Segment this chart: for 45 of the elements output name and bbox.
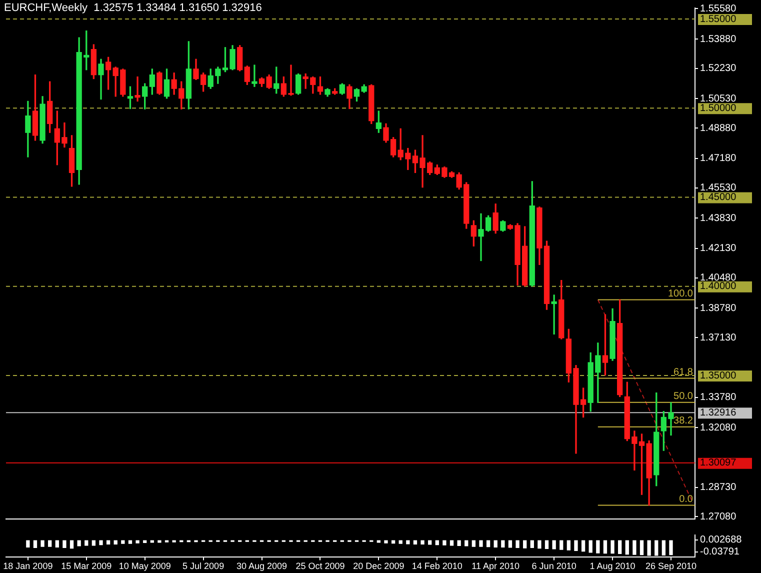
y-tick-label: 1.28730 <box>700 482 737 494</box>
y-tick-label: 1.45530 <box>700 182 737 194</box>
y-tick-label: 1.48880 <box>700 122 737 134</box>
x-tick-label: 25 Oct 2009 <box>296 561 345 572</box>
ref-line-label: 1.45000 <box>700 192 737 204</box>
series-label: 0.0 <box>679 494 694 506</box>
x-tick-label: 14 Feb 2010 <box>412 561 462 572</box>
y-tick-label: 1.42130 <box>700 243 737 254</box>
ref-line-label: 1.32916 <box>700 407 737 418</box>
y-tick-label: 1.50530 <box>700 93 737 104</box>
y-tick-label: -0.03791 <box>700 546 740 558</box>
series-label: 61.8 <box>674 366 694 378</box>
y-tick-label: 1.37130 <box>700 332 737 344</box>
y-tick-label: 1.47180 <box>700 153 737 164</box>
ref-line-label: 1.55000 <box>700 14 737 25</box>
ref-line-label: 1.50000 <box>700 102 737 114</box>
x-tick-label: 15 Mar 2009 <box>61 561 112 572</box>
y-tick-label: 1.53880 <box>700 34 737 45</box>
y-tick-label: 1.38780 <box>700 302 737 314</box>
x-tick-label: 6 Jun 2010 <box>532 561 576 572</box>
y-tick-label: 1.55580 <box>700 3 737 14</box>
chart-title: EURCHF,Weekly 1.32575 1.33484 1.31650 1.32916 <box>4 2 262 14</box>
y-tick-label: 1.43830 <box>700 212 737 224</box>
y-tick-label: 0.002688 <box>700 534 742 546</box>
candlestick <box>551 294 557 334</box>
x-tick-label: 11 Apr 2010 <box>472 561 520 572</box>
series-label: 50.0 <box>674 391 694 402</box>
x-tick-label: 20 Dec 2009 <box>353 561 404 572</box>
y-tick-label: 1.27080 <box>700 511 737 522</box>
x-tick-label: 26 Sep 2010 <box>645 561 697 572</box>
y-tick-label: 1.52230 <box>700 63 737 74</box>
ref-line-label: 1.40000 <box>700 281 737 292</box>
series-label: 38.2 <box>674 416 694 427</box>
x-tick-label: 5 Jul 2009 <box>182 561 224 572</box>
ref-line-label: 1.30097 <box>700 458 737 469</box>
x-tick-label: 10 May 2009 <box>118 561 171 572</box>
series-label: 100.0 <box>668 288 694 300</box>
x-tick-label: 18 Jan 2009 <box>3 561 53 572</box>
y-tick-label: 1.32080 <box>700 422 737 434</box>
x-tick-label: 30 Aug 2009 <box>236 561 288 572</box>
candlestick <box>134 76 140 102</box>
candlestick <box>252 64 258 87</box>
ref-line-label: 1.35000 <box>700 370 737 382</box>
y-tick-label: 1.33780 <box>700 392 737 404</box>
x-tick-label: 1 Aug 2010 <box>590 561 636 572</box>
